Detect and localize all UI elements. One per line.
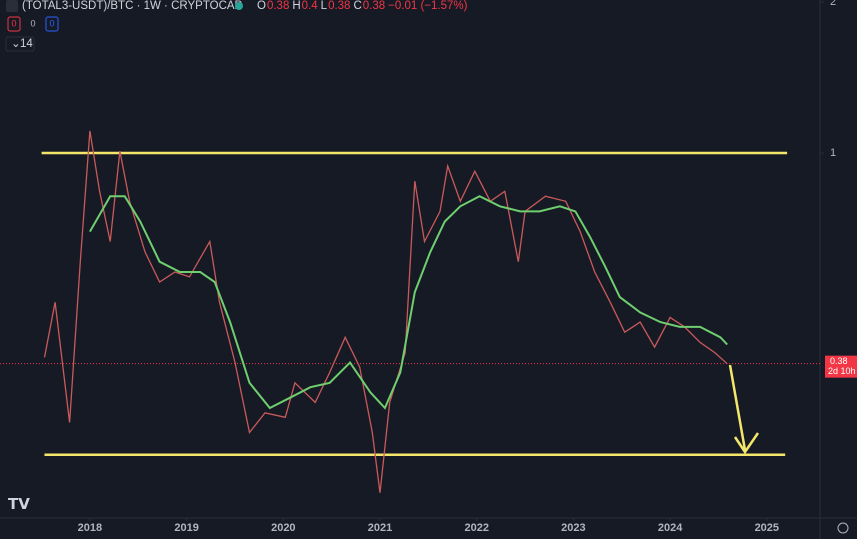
plot xyxy=(0,130,820,493)
ohlc-value: 0.38 xyxy=(363,0,385,12)
x-tick-label: 2018 xyxy=(78,522,102,534)
x-tick-label: 2021 xyxy=(368,522,392,534)
x-tick-label: 2025 xyxy=(755,522,779,534)
x-tick-label: 2024 xyxy=(658,522,683,534)
indicator-length: 14 xyxy=(20,38,33,50)
arrow xyxy=(728,364,760,455)
title: (TOTAL3-USDT)/BTC · 1W · CRYPTOCAP xyxy=(22,0,243,12)
ohlc: O 0.38 H 0.4 L 0.38 C 0.38 −0.01 (−1.57%) xyxy=(257,0,468,12)
badge-label: 0 xyxy=(30,18,35,28)
last-price-box xyxy=(825,355,857,378)
ohlc-value: 0.4 xyxy=(302,0,319,12)
badge-label: 0 xyxy=(49,18,54,28)
countdown: 2d 10h xyxy=(828,366,856,376)
x-tick-label: 2019 xyxy=(174,522,198,534)
change: −0.01 (−1.57%) xyxy=(388,0,467,12)
ohlc-value: 0.38 xyxy=(328,0,350,12)
logo: 𝗧𝗩 xyxy=(8,496,30,513)
symbol-icon xyxy=(6,0,18,12)
collapse-icon: ⌄ xyxy=(11,38,21,50)
settings-icon[interactable] xyxy=(837,522,849,534)
series-line xyxy=(89,195,728,410)
ohlc-key: O xyxy=(257,0,266,12)
ohlc-key: H xyxy=(292,0,300,12)
length-box xyxy=(5,36,35,52)
badge-label: 0 xyxy=(11,18,16,28)
x-tick-label: 2022 xyxy=(464,522,488,534)
indicator-badges: 0 0 0 xyxy=(7,16,59,32)
badge-box xyxy=(7,16,21,32)
badge-box xyxy=(45,16,59,32)
y-tick-label: 1 xyxy=(830,147,836,159)
series-line xyxy=(43,130,728,493)
ohlc-key: L xyxy=(321,0,328,12)
x-tick-label: 2023 xyxy=(561,522,585,534)
x-tick-label: 2020 xyxy=(271,522,295,534)
status-dot xyxy=(235,2,243,10)
ohlc-key: C xyxy=(353,0,361,12)
ohlc-value: 0.38 xyxy=(267,0,289,12)
last-price-label: 0.38 xyxy=(830,356,848,366)
y-tick-label: 2 xyxy=(830,0,836,8)
